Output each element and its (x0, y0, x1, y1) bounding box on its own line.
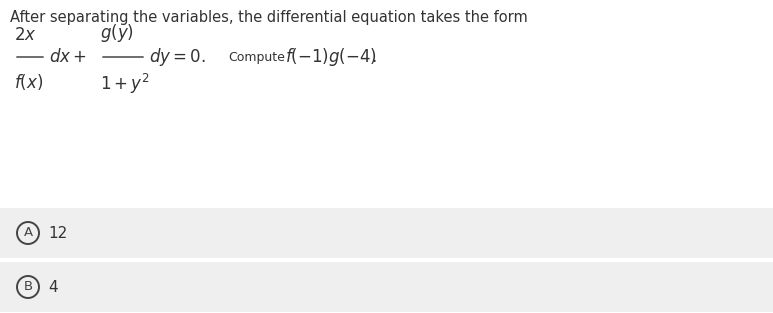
Text: $g(y)$: $g(y)$ (100, 22, 134, 44)
Text: After separating the variables, the differential equation takes the form: After separating the variables, the diff… (10, 10, 528, 25)
Bar (0, 0, 773, 208)
Text: 12: 12 (48, 225, 67, 240)
Text: $dx +$: $dx +$ (49, 48, 87, 66)
Text: $f(-1)g(-4)$: $f(-1)g(-4)$ (285, 46, 377, 68)
Text: $2x$: $2x$ (14, 26, 36, 44)
Bar (0, 262, 773, 312)
Text: $f(x)$: $f(x)$ (14, 72, 43, 92)
Text: $1 + y^2$: $1 + y^2$ (100, 72, 150, 96)
Text: 4: 4 (48, 280, 58, 295)
Text: $dy = 0.$: $dy = 0.$ (149, 46, 206, 68)
Text: B: B (23, 280, 32, 294)
Text: Compute: Compute (228, 50, 285, 64)
Bar (0, 208, 773, 258)
Text: A: A (23, 227, 32, 239)
Text: .: . (371, 48, 376, 66)
